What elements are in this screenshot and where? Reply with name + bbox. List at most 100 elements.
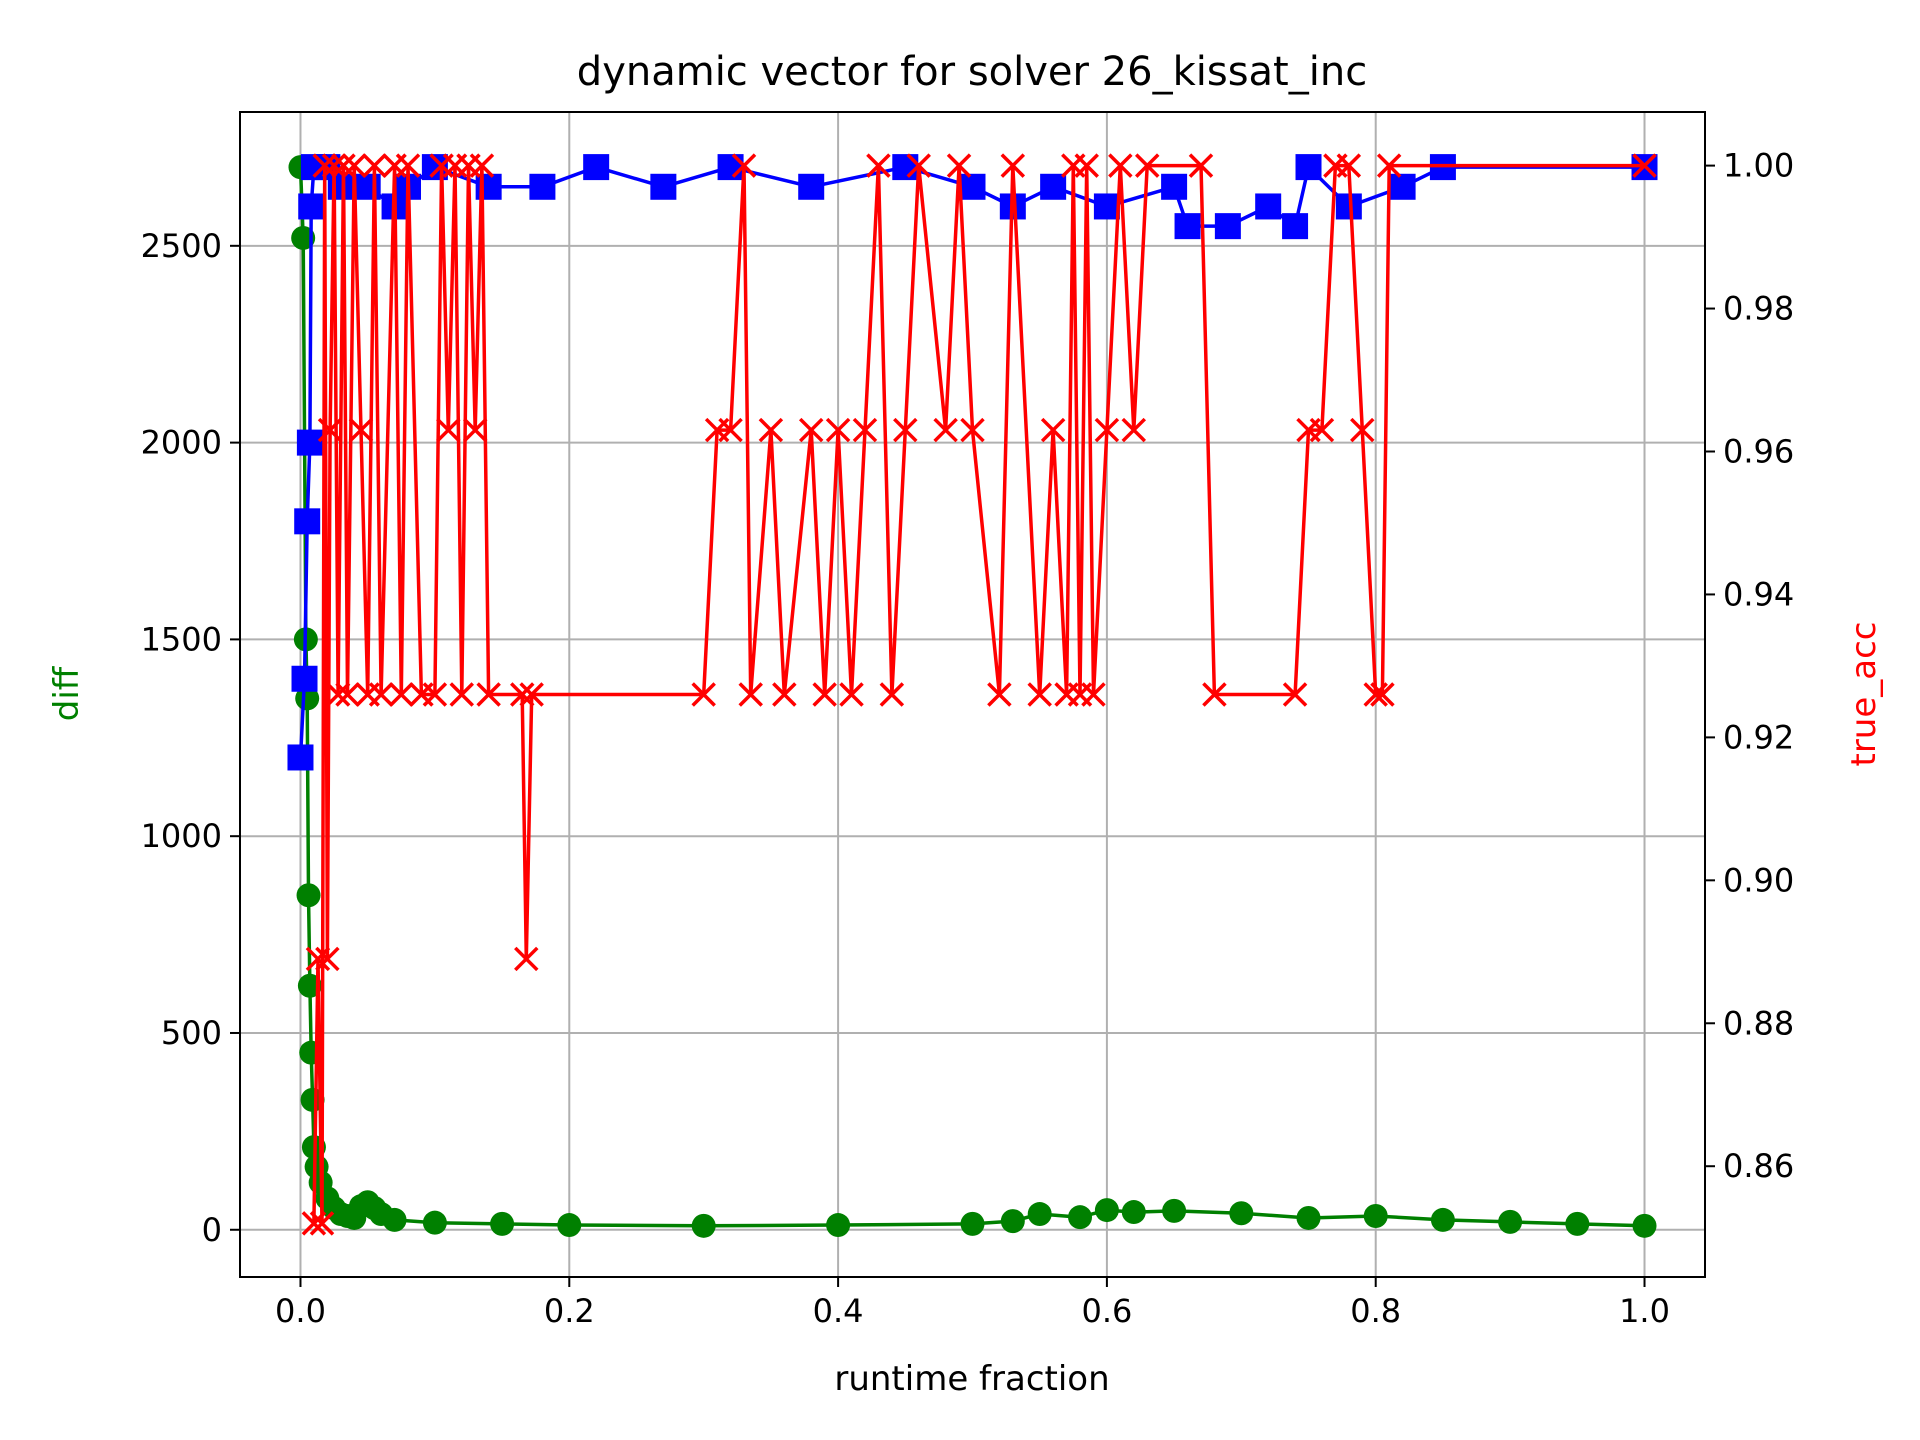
x-tick-label: 0.6 (1081, 1292, 1132, 1330)
true-acc-point (893, 417, 918, 443)
true-acc-point (1632, 153, 1657, 178)
true-acc-point (879, 682, 905, 707)
blue-point (798, 173, 825, 200)
diff-point (557, 1213, 582, 1238)
diff-point (291, 225, 316, 250)
blue-point (1389, 173, 1416, 200)
true-acc-point (798, 417, 824, 443)
true-acc-point (325, 682, 351, 707)
plot-frame (239, 111, 1706, 1278)
y-axis-left: 0 500 1000 1500 2000 2500 (141, 227, 240, 1249)
blue-point (294, 508, 321, 535)
y-axis-right: 0.86 0.88 0.90 0.92 0.94 0.96 0.98 1.00 (1705, 147, 1794, 1185)
true-acc-point (519, 682, 544, 707)
true-acc-point (758, 417, 784, 443)
diff-point (1363, 1203, 1388, 1228)
diff-point (422, 1210, 447, 1235)
diff-point (1632, 1213, 1657, 1238)
y-left-tick-label: 0 (202, 1211, 222, 1249)
diff-point (691, 1213, 716, 1238)
true-acc-point (772, 682, 797, 707)
true-acc-point (1094, 417, 1120, 443)
true-acc-point (476, 682, 501, 707)
true-acc-point (309, 1211, 335, 1236)
true-acc-point (436, 417, 461, 443)
true-acc-point (1000, 153, 1026, 178)
true-acc-point (1027, 682, 1052, 707)
blue-point (327, 173, 354, 200)
blue-point (650, 173, 677, 200)
true-acc-point (368, 682, 394, 707)
y-left-tick-label: 500 (161, 1014, 222, 1052)
x-tick-label: 1.0 (1619, 1292, 1670, 1330)
y-axis-left-label: diff (47, 665, 87, 721)
true-acc-point (691, 682, 716, 707)
blue-point (291, 665, 318, 692)
y-left-tick-label: 1500 (141, 620, 222, 658)
diff-point (1068, 1205, 1093, 1230)
diff-point (1000, 1209, 1025, 1234)
true-acc-point (825, 417, 851, 443)
true-acc-point (362, 153, 387, 178)
x-axis-label: runtime fraction (834, 1359, 1109, 1399)
true-acc-point (718, 417, 743, 443)
true-acc-point (449, 682, 475, 707)
blue-point (583, 154, 610, 181)
true-acc-point (987, 682, 1012, 707)
true-acc-point (321, 153, 347, 178)
true-acc-point (933, 417, 958, 443)
diff-point (1498, 1209, 1523, 1234)
diff-point (382, 1207, 407, 1232)
true-acc-point (510, 682, 535, 707)
true-acc-point (812, 682, 837, 707)
y-left-tick-label: 2000 (141, 424, 222, 462)
blue-point (1174, 213, 1201, 240)
true-acc-point (1282, 682, 1308, 707)
true-acc-point (1336, 153, 1362, 178)
true-acc-point (738, 682, 763, 707)
true-acc-point (301, 1211, 327, 1236)
x-tick-label: 0.4 (813, 1292, 864, 1330)
true-acc-point (1363, 682, 1388, 707)
true-acc-point (422, 682, 448, 707)
true-acc-point (1188, 153, 1214, 178)
blue-point (1214, 213, 1241, 240)
true-acc-point (960, 417, 985, 443)
true-acc-point (514, 946, 539, 972)
true-acc-point (1134, 153, 1160, 178)
true-acc-point (395, 153, 421, 178)
true-acc-point (389, 682, 414, 707)
true-acc-point (1040, 417, 1066, 443)
blue-point (717, 154, 744, 181)
diff-point (826, 1213, 851, 1238)
true-acc-point (946, 153, 972, 178)
y-right-tick-label: 0.90 (1723, 861, 1794, 899)
y-axis-right-label: true_acc (1844, 622, 1884, 767)
blue-point (1040, 173, 1067, 200)
y-left-tick-label: 2500 (141, 227, 222, 265)
true-acc-point (1074, 153, 1099, 178)
diff-point (1094, 1198, 1119, 1223)
y-right-tick-label: 0.86 (1723, 1147, 1794, 1185)
true-acc-point (1350, 417, 1375, 443)
blue-point (1093, 193, 1120, 220)
diff-point (1121, 1200, 1146, 1225)
blue-point (1161, 173, 1188, 200)
true-acc-point (731, 153, 757, 178)
blue-point (959, 173, 986, 200)
true-acc-point (315, 946, 340, 972)
blue-point (1282, 213, 1309, 240)
diff-point (296, 883, 321, 908)
x-tick-label: 0.2 (544, 1292, 595, 1330)
true-acc-point (1108, 153, 1133, 178)
true-acc-point (866, 153, 891, 178)
diff-point (490, 1211, 515, 1236)
x-tick-label: 0.8 (1350, 1292, 1401, 1330)
true-acc-point (305, 946, 331, 972)
true-acc-point (312, 153, 337, 178)
diff-point (1565, 1211, 1590, 1236)
chart-title: dynamic vector for solver 26_kissat_inc (577, 49, 1367, 95)
blue-point (296, 429, 323, 456)
true-acc-point (1309, 417, 1335, 443)
